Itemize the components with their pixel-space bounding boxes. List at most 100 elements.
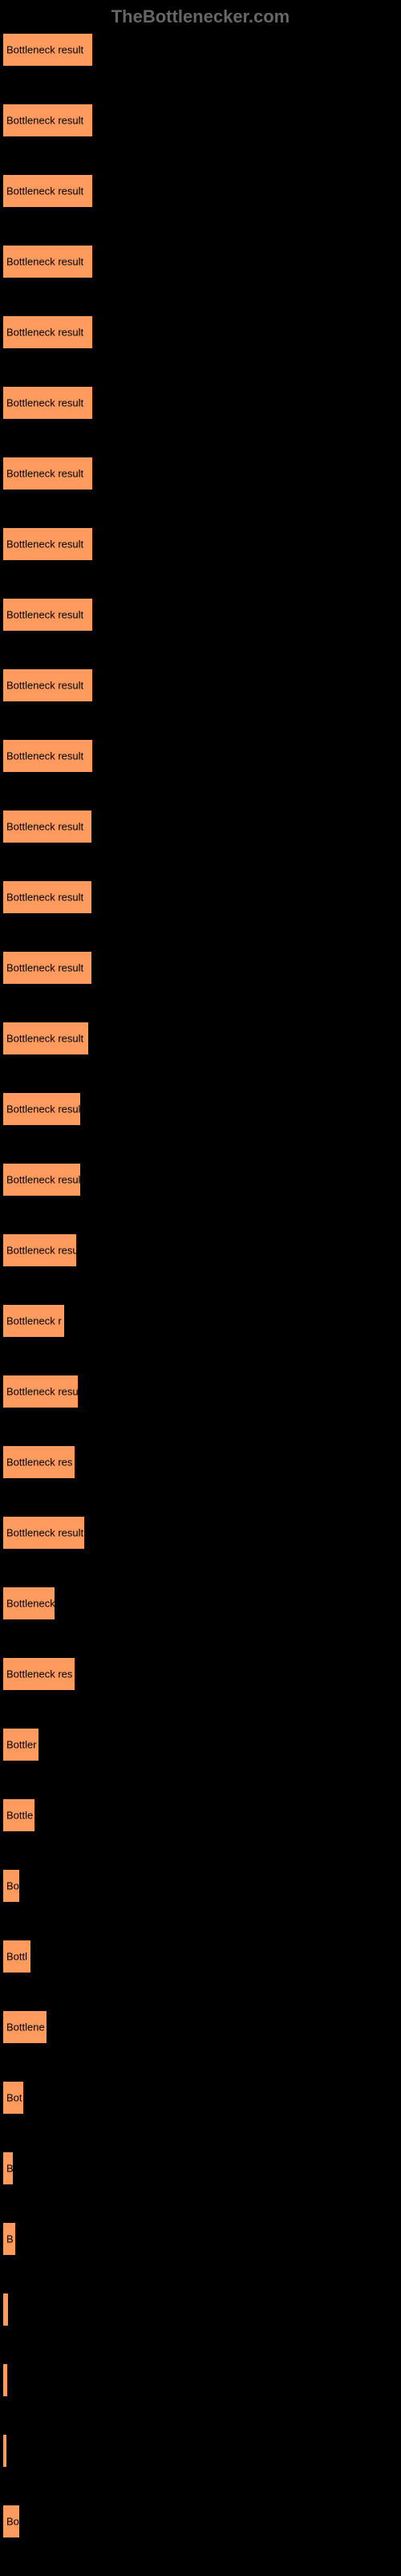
bar-label: Bottleneck result xyxy=(6,821,83,833)
bar-row: Bottle xyxy=(3,1799,398,1831)
bar-label: Bottleneck result xyxy=(6,1527,83,1539)
bar-label: Bottler xyxy=(6,1739,37,1751)
bar-row: B xyxy=(3,2223,398,2255)
bar-row: Bottleneck res xyxy=(3,1658,398,1690)
bar: Bottleneck xyxy=(3,1587,55,1619)
bar-label: Bottleneck resu xyxy=(6,1386,79,1398)
bar xyxy=(3,2435,6,2467)
bar-label: Bottleneck res xyxy=(6,1457,72,1469)
bar: Bottleneck r xyxy=(3,1305,64,1337)
bar-label: Bottleneck result xyxy=(6,44,83,56)
bar-row: Bot xyxy=(3,2082,398,2114)
bar-row xyxy=(3,2435,398,2467)
bar-row: Bottleneck r xyxy=(3,1305,398,1337)
bar-row: Bottleneck result xyxy=(3,1022,398,1054)
bar-row: Bottleneck result xyxy=(3,316,398,348)
watermark: TheBottlenecker.com xyxy=(0,0,401,34)
bar-row: Bottleneck result xyxy=(3,457,398,490)
bar: Bottleneck result xyxy=(3,1164,80,1196)
bar: Bottleneck result xyxy=(3,316,92,348)
bar-row: Bottleneck resu xyxy=(3,1234,398,1266)
bar-row: Bottleneck result xyxy=(3,175,398,207)
bar xyxy=(3,2364,7,2396)
bar: Bottleneck result xyxy=(3,528,92,560)
bar-label: Bottleneck result xyxy=(6,256,83,268)
bar-row: Bottleneck result xyxy=(3,740,398,772)
bar: Bottl xyxy=(3,1940,30,1973)
bar-row: Bottleneck result xyxy=(3,34,398,66)
bar-row: Bottleneck result xyxy=(3,1164,398,1196)
bar: B xyxy=(3,2223,15,2255)
bar-row xyxy=(3,2364,398,2396)
bar: Bottleneck result xyxy=(3,952,91,984)
bar-row: Bottleneck result xyxy=(3,1517,398,1549)
bar: Bottleneck result xyxy=(3,1517,84,1549)
bar-row: Bottlene xyxy=(3,2011,398,2043)
bar: Bottleneck result xyxy=(3,669,92,701)
bar: Bottlene xyxy=(3,2011,47,2043)
bar-label: Bottlene xyxy=(6,2021,45,2034)
bar: Bottleneck res xyxy=(3,1446,75,1478)
bar-label: Bottleneck result xyxy=(6,750,83,762)
bar xyxy=(3,2294,8,2326)
bar-row: B xyxy=(3,2152,398,2184)
bar: Bo xyxy=(3,2505,19,2537)
bar-label: Bottleneck result xyxy=(6,680,83,692)
bar-label: Bo xyxy=(6,1880,19,1892)
bar-row: Bottleneck resu xyxy=(3,1375,398,1408)
bar-label: Bottleneck result xyxy=(6,327,83,339)
bar: Bottleneck result xyxy=(3,457,92,490)
bar-label: Bottl xyxy=(6,1951,27,1963)
bar: Bottleneck result xyxy=(3,1022,88,1054)
bar-label: Bottleneck xyxy=(6,1598,55,1610)
bar: Bottleneck result xyxy=(3,175,92,207)
bar: Bottleneck result xyxy=(3,246,92,278)
bar-row: Bo xyxy=(3,2505,398,2537)
bar-label: Bottleneck result xyxy=(6,892,83,904)
bar: Bottleneck resu xyxy=(3,1234,76,1266)
bar-row: Bottleneck result xyxy=(3,811,398,843)
bar: Bottle xyxy=(3,1799,34,1831)
bar: Bo xyxy=(3,1870,19,1902)
bar-label: B xyxy=(6,2163,14,2175)
bar-row xyxy=(3,2294,398,2326)
bar: B xyxy=(3,2152,13,2184)
bar-label: Bottleneck result xyxy=(6,609,83,621)
bar: Bottler xyxy=(3,1729,38,1761)
bar: Bottleneck result xyxy=(3,599,92,631)
bar: Bottleneck result xyxy=(3,34,92,66)
bar-row: Bottleneck result xyxy=(3,881,398,913)
bar-row: Bottleneck res xyxy=(3,1446,398,1478)
bar-row: Bottleneck result xyxy=(3,528,398,560)
bar-row: Bottl xyxy=(3,1940,398,1973)
bar-label: Bottleneck result xyxy=(6,1103,83,1115)
chart-container: Bottleneck result Bottleneck result Bottle… xyxy=(0,34,401,2537)
bar-row: Bottleneck result xyxy=(3,669,398,701)
bar: Bottleneck result xyxy=(3,811,91,843)
bar-label: Bottleneck result xyxy=(6,468,83,480)
bar: Bottleneck result xyxy=(3,387,92,419)
bar-label: Bottleneck result xyxy=(6,962,83,974)
bar-label: Bottleneck resu xyxy=(6,1245,79,1257)
bar-row: Bottleneck result xyxy=(3,387,398,419)
bar-row: Bottleneck result xyxy=(3,246,398,278)
bar-row: Bottler xyxy=(3,1729,398,1761)
bar: Bottleneck result xyxy=(3,104,92,136)
bar: Bottleneck result xyxy=(3,740,92,772)
bar: Bottleneck res xyxy=(3,1658,75,1690)
bar: Bottleneck resu xyxy=(3,1375,78,1408)
bar: Bottleneck result xyxy=(3,1093,80,1125)
bar-label: Bottleneck result xyxy=(6,1033,83,1045)
bar-label: Bottle xyxy=(6,1810,33,1822)
bar-row: Bo xyxy=(3,1870,398,1902)
bar-label: Bottleneck r xyxy=(6,1315,62,1327)
bar-row: Bottleneck xyxy=(3,1587,398,1619)
bar-row: Bottleneck result xyxy=(3,599,398,631)
bar-label: Bottleneck result xyxy=(6,185,83,197)
bar-row: Bottleneck result xyxy=(3,1093,398,1125)
bar-label: Bot xyxy=(6,2092,22,2104)
bar: Bottleneck result xyxy=(3,881,91,913)
bar-row: Bottleneck result xyxy=(3,952,398,984)
bar-label: B xyxy=(6,2233,14,2245)
bar: Bot xyxy=(3,2082,23,2114)
